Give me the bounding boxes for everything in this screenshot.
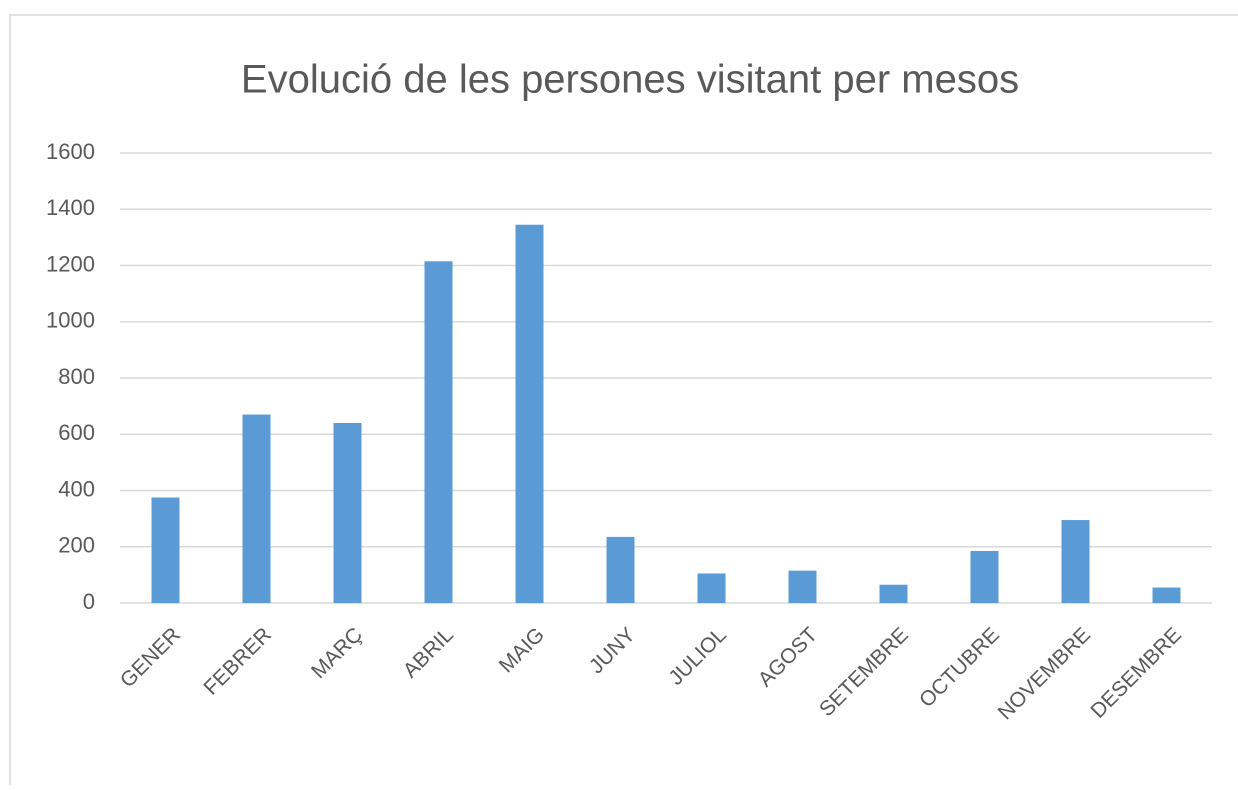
y-tick-label: 800 <box>58 364 95 389</box>
y-tick-label: 1000 <box>46 308 95 333</box>
x-tick-label: JULIOL <box>664 623 731 690</box>
x-tick-label: GENER <box>116 623 185 692</box>
bar <box>1152 587 1181 603</box>
x-tick-label: NOVEMBRE <box>994 623 1095 724</box>
y-tick-label: 600 <box>58 420 95 445</box>
y-tick-label: 200 <box>58 533 95 558</box>
x-tick-label: FEBRER <box>199 623 276 700</box>
x-tick-label: JUNY <box>585 623 640 678</box>
chart-frame <box>9 14 1238 790</box>
bar <box>1061 520 1090 603</box>
bar <box>697 573 726 603</box>
x-tick-label: ABRIL <box>399 623 458 682</box>
y-tick-label: 0 <box>83 589 95 614</box>
bar <box>970 550 999 603</box>
bar <box>333 423 362 603</box>
bar <box>515 224 544 603</box>
bar <box>424 261 453 603</box>
y-tick-label: 400 <box>58 476 95 501</box>
bar <box>151 497 180 603</box>
chart-title: Evolució de les persones visitant per me… <box>241 58 1019 102</box>
x-tick-label: MAIG <box>495 623 549 677</box>
bar <box>242 414 271 603</box>
y-tick-label: 1400 <box>46 195 95 220</box>
x-tick-label: MARÇ <box>307 623 367 683</box>
y-tick-label: 1600 <box>46 139 95 164</box>
bar <box>606 536 635 603</box>
bar <box>879 584 908 603</box>
x-tick-label: AGOST <box>754 623 822 691</box>
y-tick-label: 1200 <box>46 251 95 276</box>
x-tick-label: SETEMBRE <box>815 623 913 721</box>
bar <box>788 570 817 603</box>
x-tick-label: OCTUBRE <box>915 623 1004 712</box>
x-tick-label: DESEMBRE <box>1086 623 1186 723</box>
